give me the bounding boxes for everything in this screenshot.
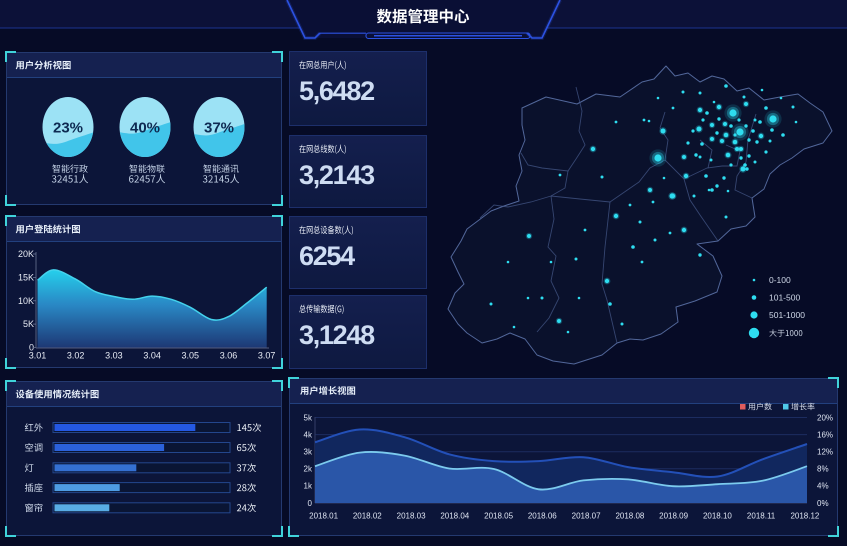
svg-text:0: 0 (29, 343, 34, 353)
svg-text:10K: 10K (18, 296, 34, 306)
svg-text:40%: 40% (130, 120, 160, 137)
svg-text:37%: 37% (204, 120, 234, 137)
svg-text:23%: 23% (53, 120, 83, 137)
svg-text:2k: 2k (304, 465, 313, 474)
svg-text:16%: 16% (817, 430, 833, 439)
svg-text:2018.09: 2018.09 (659, 512, 688, 521)
svg-text:8%: 8% (817, 465, 829, 474)
svg-text:2018.10: 2018.10 (703, 512, 732, 521)
svg-text:12%: 12% (817, 448, 833, 457)
svg-text:2018.07: 2018.07 (572, 512, 601, 521)
svg-text:0: 0 (308, 499, 313, 508)
svg-text:4%: 4% (817, 482, 829, 491)
svg-text:101-500: 101-500 (769, 293, 800, 303)
svg-text:3k: 3k (304, 448, 313, 457)
svg-text:0%: 0% (817, 499, 829, 508)
svg-text:2018.05: 2018.05 (484, 512, 513, 521)
svg-text:5K: 5K (23, 319, 34, 329)
svg-text:3.03: 3.03 (105, 351, 123, 361)
svg-text:2018.01: 2018.01 (309, 512, 338, 521)
svg-text:2018.06: 2018.06 (528, 512, 557, 521)
svg-text:3.02: 3.02 (67, 351, 85, 361)
svg-text:2018.08: 2018.08 (615, 512, 644, 521)
svg-text:3.07: 3.07 (258, 351, 276, 361)
svg-text:2018.04: 2018.04 (440, 512, 469, 521)
svg-text:4k: 4k (304, 430, 313, 439)
svg-text:2018.03: 2018.03 (397, 512, 426, 521)
svg-text:2018.02: 2018.02 (353, 512, 382, 521)
svg-text:3.05: 3.05 (182, 351, 200, 361)
svg-text:3.06: 3.06 (220, 351, 238, 361)
svg-text:20K: 20K (18, 249, 34, 259)
svg-text:1k: 1k (304, 482, 313, 491)
svg-text:20%: 20% (817, 413, 833, 422)
svg-text:2018.12: 2018.12 (790, 512, 819, 521)
svg-text:2018.11: 2018.11 (747, 512, 776, 521)
svg-text:0-100: 0-100 (769, 275, 791, 285)
svg-text:15K: 15K (18, 272, 34, 282)
svg-text:501-1000: 501-1000 (769, 310, 805, 320)
svg-text:3.04: 3.04 (143, 351, 161, 361)
svg-text:5k: 5k (304, 413, 313, 422)
svg-text:3.01: 3.01 (29, 351, 47, 361)
